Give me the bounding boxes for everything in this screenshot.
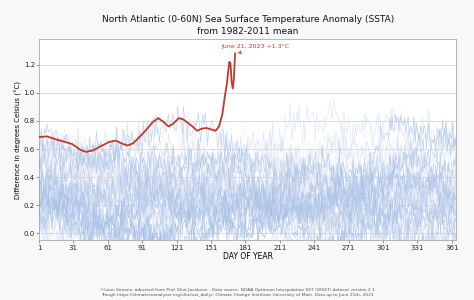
- Text: June 21, 2023 +1.3°C: June 21, 2023 +1.3°C: [221, 44, 290, 53]
- Y-axis label: Difference in degrees Celsius (°C): Difference in degrees Celsius (°C): [15, 81, 22, 199]
- Title: North Atlantic (0-60N) Sea Surface Temperature Anomaly (SSTA)
from 1982-2011 mea: North Atlantic (0-60N) Sea Surface Tempe…: [101, 15, 394, 36]
- Text: ©Leon Simons, adjusted from Prof. Eliot Jacobson - Data source: NOAA Optimum Int: ©Leon Simons, adjusted from Prof. Eliot …: [100, 288, 374, 297]
- X-axis label: DAY OF YEAR: DAY OF YEAR: [223, 252, 273, 261]
